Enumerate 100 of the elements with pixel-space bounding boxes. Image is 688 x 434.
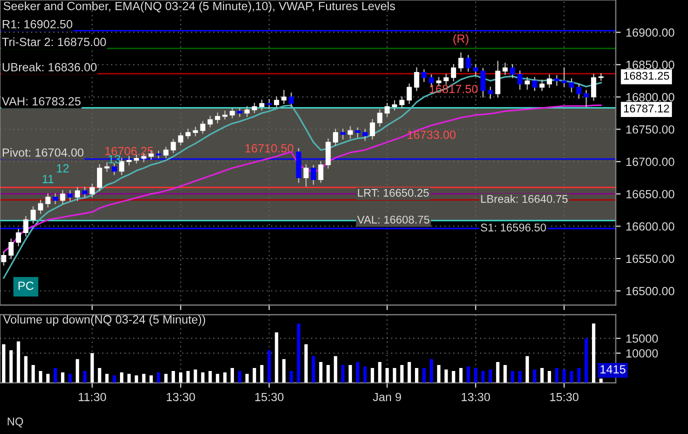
annotation: 12: [57, 164, 69, 172]
candlestick: [23, 216, 28, 236]
candlestick: [562, 67, 567, 88]
x-tick-label: 13:30: [166, 392, 195, 402]
candlestick: [67, 190, 73, 201]
x-tick-label: 15:30: [550, 392, 578, 402]
chart-title: Seeker and Comber, EMA(NQ 03-24 (5 Minute),10), VWAP, Futures Levels: [4, 2, 396, 13]
bar: [592, 324, 596, 383]
bar: [503, 365, 507, 383]
candlestick: [119, 158, 124, 176]
candlestick: [384, 102, 390, 117]
bar: [312, 356, 316, 383]
x-tick-label: 11:30: [78, 392, 106, 402]
candlestick: [362, 128, 368, 141]
bar: [274, 332, 278, 383]
candlestick: [274, 96, 280, 108]
bar: [179, 372, 182, 383]
bar: [120, 372, 124, 383]
candlestick: [1, 252, 6, 266]
candlestick: [185, 128, 191, 139]
candlestick: [112, 162, 117, 176]
candlestick: [517, 70, 522, 90]
y-tick-label: 16700.00: [626, 158, 674, 166]
bar: [532, 369, 536, 383]
annotation: 11: [42, 174, 54, 184]
bar: [400, 365, 404, 383]
candlestick: [510, 64, 516, 78]
bar: [319, 362, 322, 383]
bar: [378, 362, 382, 383]
y-tick-label: 16550.00: [626, 254, 674, 263]
candlestick: [318, 161, 324, 183]
y-tick-label: 16600.00: [626, 222, 674, 231]
candlestick: [38, 200, 44, 214]
candlestick: [310, 164, 316, 185]
x-tick-label: 15:30: [255, 392, 284, 402]
candlestick: [340, 128, 346, 140]
y-tick-label: 10000: [626, 349, 658, 358]
ref-line-label: LRT: 16650.25: [358, 188, 429, 197]
bar: [474, 368, 478, 383]
annotation: 16706.25: [105, 146, 154, 156]
chart-title: Volume up down(NQ 03-24 (5 Minute)): [3, 314, 206, 326]
candlestick: [480, 68, 486, 98]
candlestick: [584, 90, 589, 108]
bar: [385, 368, 389, 383]
y-tick-label: 16750.00: [626, 125, 674, 134]
candlestick: [473, 64, 478, 77]
bar: [430, 359, 434, 383]
candlestick: [200, 120, 206, 134]
bar: [76, 359, 80, 383]
x-tick-label: Jan 9: [372, 392, 402, 402]
y-tick-label: 16650.00: [626, 190, 674, 198]
text: 16831.25: [624, 72, 670, 80]
candlestick: [45, 193, 50, 208]
bar: [370, 368, 374, 383]
candlestick: [348, 126, 353, 139]
candlestick: [466, 55, 471, 72]
candlestick: [288, 92, 294, 108]
ref-line-label: VAH: 16783.25: [2, 97, 81, 106]
candlestick: [488, 86, 493, 99]
y-tick-label: 15000: [626, 334, 658, 343]
bar: [488, 369, 492, 383]
bar: [201, 372, 204, 383]
bar: [348, 365, 352, 383]
y-tick-label: 16500.00: [626, 286, 674, 296]
bar: [2, 344, 6, 383]
candlestick: [52, 193, 58, 204]
candlestick: [178, 132, 184, 146]
bar: [32, 365, 35, 383]
candlestick: [458, 52, 464, 72]
y-tick-label: 16800.00: [626, 92, 674, 102]
candlestick: [421, 69, 427, 82]
candlestick: [591, 74, 596, 101]
candlestick: [546, 74, 552, 88]
candlestick: [8, 238, 14, 260]
candlestick: [214, 112, 220, 124]
bar: [238, 370, 242, 383]
bar: [496, 362, 500, 383]
candlestick: [30, 206, 36, 224]
candlestick: [266, 98, 272, 110]
bar: [54, 368, 57, 383]
bar: [282, 359, 286, 383]
ref-line-label: UBreak: 16836.00: [2, 62, 97, 72]
bar: [297, 324, 300, 383]
ref-line-label: S1: 16596.50: [480, 224, 546, 232]
candlestick: [281, 90, 286, 104]
bar: [9, 350, 13, 383]
candlestick: [208, 116, 213, 128]
candlestick: [532, 77, 538, 92]
bar: [548, 370, 552, 383]
candlestick: [16, 228, 21, 246]
annotation: 16710.50: [245, 144, 294, 152]
candlestick: [502, 62, 508, 75]
bar: [356, 362, 360, 383]
candlestick: [170, 139, 176, 154]
bar: [577, 368, 581, 383]
bar: [61, 372, 64, 383]
candlestick: [230, 108, 235, 118]
bar: [150, 375, 153, 383]
bar: [208, 370, 212, 383]
bar: [526, 356, 529, 383]
